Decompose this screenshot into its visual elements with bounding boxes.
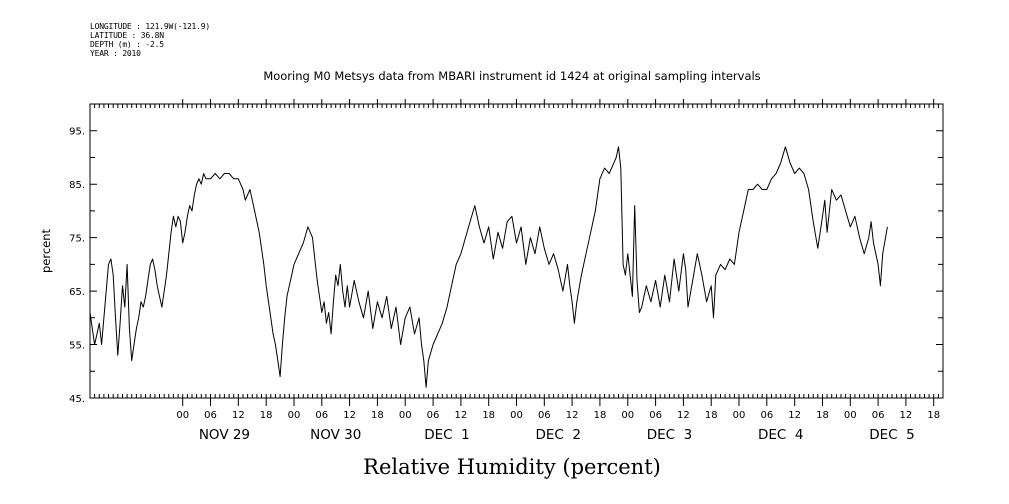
date-label: DEC 4 <box>758 427 804 443</box>
x-tick-label: 12 <box>788 410 801 421</box>
depth-line: DEPTH (m) : -2.5 <box>90 40 164 49</box>
x-tick-label: 00 <box>399 410 412 421</box>
date-label: NOV 30 <box>310 427 361 443</box>
x-tick-label: 06 <box>649 410 662 421</box>
x-tick-label: 12 <box>343 410 356 421</box>
y-tick-label: 75. <box>69 234 85 245</box>
longitude-line: LONGITUDE : 121.9W(-121.9) <box>90 22 211 31</box>
date-label: DEC 2 <box>535 427 581 443</box>
x-tick-label: 06 <box>315 410 328 421</box>
x-tick-label: 00 <box>288 410 301 421</box>
y-tick-label: 45. <box>69 394 85 405</box>
x-tick-label: 06 <box>872 410 885 421</box>
axis-ticks <box>89 99 944 406</box>
plot-frame <box>89 103 944 399</box>
x-tick-label: 06 <box>427 410 440 421</box>
x-tick-label: 12 <box>455 410 468 421</box>
x-tick-label: 12 <box>566 410 579 421</box>
x-tick-label: 06 <box>538 410 551 421</box>
x-tick-label: 18 <box>260 410 273 421</box>
x-tick-label: 06 <box>204 410 217 421</box>
y-tick-label: 55. <box>69 341 85 352</box>
x-tick-label: 00 <box>510 410 523 421</box>
series-line <box>89 146 888 388</box>
date-label: DEC 3 <box>647 427 693 443</box>
x-tick-label: 12 <box>677 410 690 421</box>
date-label: DEC 1 <box>424 427 470 443</box>
year-line: YEAR : 2010 <box>90 49 141 58</box>
metadata-block: LONGITUDE : 121.9W(-121.9) LATITUDE : 36… <box>90 22 210 58</box>
chart-title: Mooring M0 Metsys data from MBARI instru… <box>263 69 760 83</box>
tick-marks <box>89 99 944 406</box>
x-tick-label: 18 <box>594 410 607 421</box>
x-tick-label: 00 <box>176 410 189 421</box>
series-group <box>89 146 888 388</box>
y-axis-label: percent <box>39 228 53 273</box>
x-tick-label: 18 <box>927 410 940 421</box>
x-tick-label: 12 <box>900 410 913 421</box>
y-tick-label: 85. <box>69 180 85 191</box>
y-tick-label: 95. <box>69 127 85 138</box>
x-tick-label: 12 <box>232 410 245 421</box>
x-tick-label: 18 <box>482 410 495 421</box>
y-tick-label: 65. <box>69 287 85 298</box>
date-label: DEC 5 <box>869 427 915 443</box>
y-tick-labels: 45. 55. 65. 75. 85. 95. <box>69 127 85 405</box>
x-tick-label: 18 <box>705 410 718 421</box>
x-tick-label: 00 <box>621 410 634 421</box>
x-tick-label: 00 <box>733 410 746 421</box>
latitude-line: LATITUDE : 36.8N <box>90 31 164 40</box>
date-labels: NOV 29 NOV 30 DEC 1 DEC 2 DEC 3 DEC 4 DEC 5 <box>199 427 915 443</box>
x-tick-labels: 00 06 12 18 00 06 12 18 00 06 12 18 00 06 12 18 00 06 12 18… <box>176 410 940 421</box>
date-label: NOV 29 <box>199 427 250 443</box>
x-tick-label: 00 <box>844 410 857 421</box>
x-tick-label: 06 <box>760 410 773 421</box>
x-tick-label: 18 <box>371 410 384 421</box>
x-tick-label: 18 <box>816 410 829 421</box>
x-axis-label: Relative Humidity (percent) <box>363 455 661 479</box>
